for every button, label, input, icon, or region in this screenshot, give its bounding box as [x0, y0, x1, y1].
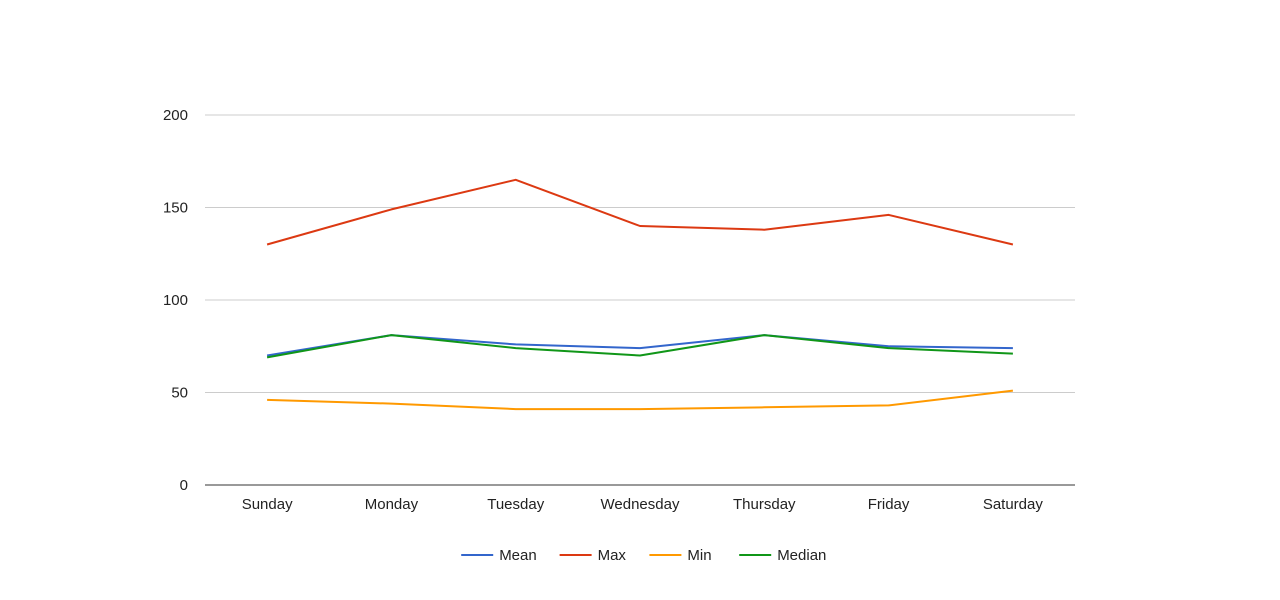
gridlines: [205, 114, 1075, 486]
series-line-max: [266, 178, 1014, 246]
x-tick-label: Friday: [868, 496, 910, 513]
legend-item-max[interactable]: Max: [559, 547, 627, 564]
legend-label: Median: [777, 547, 826, 564]
y-tick-label: 100: [163, 292, 188, 309]
legend-label: Max: [598, 547, 627, 564]
series-lines: [266, 178, 1014, 411]
legend-item-mean[interactable]: Mean: [461, 547, 537, 564]
x-tick-label: Wednesday: [601, 496, 680, 513]
x-tick-label: Monday: [365, 496, 419, 513]
legend-label: Mean: [499, 547, 537, 564]
x-tick-label: Thursday: [733, 496, 796, 513]
legend-item-median[interactable]: Median: [739, 547, 826, 564]
y-tick-label: 150: [163, 200, 188, 217]
series-line-min: [267, 389, 1014, 411]
y-tick-label: 200: [163, 107, 188, 124]
legend-item-min[interactable]: Min: [649, 547, 712, 564]
x-tick-label: Saturday: [983, 496, 1044, 513]
legend: Mean Max Min Median: [461, 547, 826, 564]
legend-label: Min: [687, 547, 711, 564]
x-axis-tick-labels: Sunday Monday Tuesday Wednesday Thursday Frid…: [242, 496, 1044, 513]
y-tick-label: 0: [180, 477, 188, 494]
x-tick-label: Tuesday: [487, 496, 544, 513]
y-axis-tick-labels: 0 50 100 150 200: [163, 107, 188, 494]
y-tick-label: 50: [171, 385, 188, 402]
series-line-median: [266, 334, 1013, 359]
x-tick-label: Sunday: [242, 496, 293, 513]
